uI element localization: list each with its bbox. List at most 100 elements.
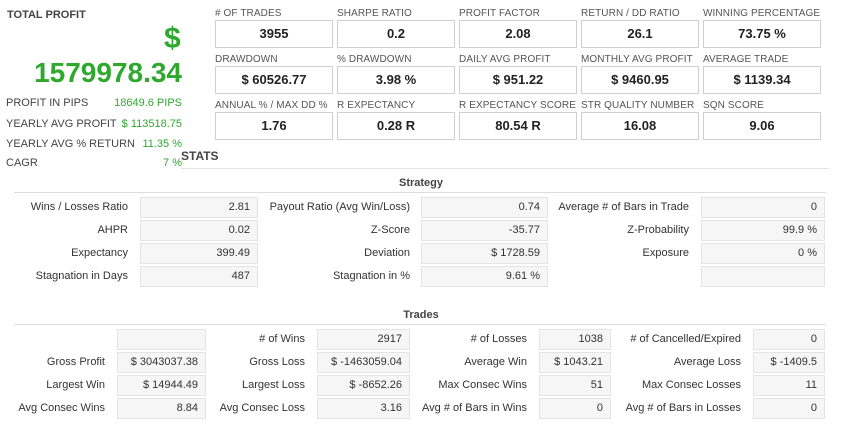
trades-label bbox=[4, 329, 105, 349]
trades-label: Largest Loss bbox=[242, 379, 305, 391]
metric-label: R EXPECTANCY SCORE bbox=[459, 100, 577, 111]
strategy-label: Stagnation in Days bbox=[35, 270, 128, 282]
profit-in-pips-row: PROFIT IN PIPS 18649.6 PIPS bbox=[6, 97, 182, 117]
strategy-label: Z-Score bbox=[370, 224, 410, 236]
metric-card-monthly-avg: MONTHLY AVG PROFIT $ 9460.95 bbox=[581, 54, 699, 98]
metric-label: PROFIT FACTOR bbox=[459, 8, 540, 19]
stats-title: STATS bbox=[181, 149, 219, 163]
trades-value: $ 3043037.38 bbox=[117, 352, 206, 373]
metric-value: 80.54 R bbox=[459, 112, 577, 140]
strategy-divider bbox=[14, 192, 826, 193]
strategy-value: -35.77 bbox=[421, 220, 548, 241]
metric-value: 3955 bbox=[215, 20, 333, 48]
summary-label: PROFIT IN PIPS bbox=[6, 97, 89, 109]
metric-value: 73.75 % bbox=[703, 20, 821, 48]
strategy-value: 0.02 bbox=[140, 220, 258, 241]
trades-divider bbox=[14, 324, 826, 325]
metric-card-str-quality: STR QUALITY NUMBER 16.08 bbox=[581, 100, 699, 144]
summary-value: $ 113518.75 bbox=[121, 118, 182, 130]
yearly-avg-return-row: YEARLY AVG % RETURN 11.35 % bbox=[6, 138, 182, 158]
strategy-value bbox=[701, 266, 825, 287]
strategy-label: Stagnation in % bbox=[332, 270, 410, 282]
total-profit-value: 1579978.34 bbox=[34, 57, 182, 88]
metric-card-drawdown: DRAWDOWN $ 60526.77 bbox=[215, 54, 333, 98]
summary-value: 7 % bbox=[163, 157, 182, 169]
summary-value: 18649.6 PIPS bbox=[114, 97, 182, 109]
trades-label: Largest Win bbox=[46, 379, 105, 391]
trades-value: 3.16 bbox=[317, 398, 410, 419]
trades-label: Avg # of Bars in Losses bbox=[625, 402, 741, 414]
metric-label: R EXPECTANCY bbox=[337, 100, 416, 111]
metric-label: WINNING PERCENTAGE bbox=[703, 8, 821, 19]
summary-label: YEARLY AVG % RETURN bbox=[6, 138, 135, 150]
trades-value: 0 bbox=[539, 398, 611, 419]
trades-value: 11 bbox=[753, 375, 825, 396]
metric-label: # OF TRADES bbox=[215, 8, 282, 19]
metric-label: DAILY AVG PROFIT bbox=[459, 54, 551, 65]
trades-value: $ -1409.5 bbox=[753, 352, 825, 373]
metric-card-annual-maxdd: ANNUAL % / MAX DD % 1.76 bbox=[215, 100, 333, 144]
trades-label: Max Consec Losses bbox=[641, 379, 741, 391]
metric-value: 1.76 bbox=[215, 112, 333, 140]
metric-card-r-expectancy-score: R EXPECTANCY SCORE 80.54 R bbox=[459, 100, 577, 144]
trades-section-title: Trades bbox=[403, 309, 439, 321]
trades-label: Gross Loss bbox=[249, 356, 305, 368]
metric-label: SQN SCORE bbox=[703, 100, 764, 111]
strategy-section-title: Strategy bbox=[398, 177, 444, 189]
total-profit-label: TOTAL PROFIT bbox=[7, 9, 86, 21]
metric-value: $ 951.22 bbox=[459, 66, 577, 94]
strategy-label: Wins / Losses Ratio bbox=[30, 201, 128, 213]
strategy-label: Average # of Bars in Trade bbox=[558, 201, 689, 213]
trades-value: 0 bbox=[753, 329, 825, 350]
metric-value: 9.06 bbox=[703, 112, 821, 140]
trades-value: $ 14944.49 bbox=[117, 375, 206, 396]
metric-value: 0.28 R bbox=[337, 112, 455, 140]
metric-value: $ 9460.95 bbox=[581, 66, 699, 94]
strategy-label: Deviation bbox=[364, 247, 410, 259]
metric-card-trades: # OF TRADES 3955 bbox=[215, 8, 333, 52]
strategy-label: Exposure bbox=[642, 247, 689, 259]
strategy-value: 99.9 % bbox=[701, 220, 825, 241]
metric-value: 26.1 bbox=[581, 20, 699, 48]
summary-value: 11.35 % bbox=[142, 138, 182, 150]
metric-value: $ 60526.77 bbox=[215, 66, 333, 94]
strategy-value: 2.81 bbox=[140, 197, 258, 218]
strategy-label: Expectancy bbox=[71, 247, 128, 259]
metric-value: 2.08 bbox=[459, 20, 577, 48]
metric-value: 16.08 bbox=[581, 112, 699, 140]
trades-value: $ -8652.26 bbox=[317, 375, 410, 396]
strategy-value: 487 bbox=[140, 266, 258, 287]
metric-label: STR QUALITY NUMBER bbox=[581, 100, 695, 111]
metric-value: 3.98 % bbox=[337, 66, 455, 94]
trades-value: 0 bbox=[753, 398, 825, 419]
summary-label: CAGR bbox=[6, 157, 38, 169]
strategy-value: $ 1728.59 bbox=[421, 243, 548, 264]
trades-label: Average Loss bbox=[673, 356, 741, 368]
trades-label: Avg Consec Wins bbox=[18, 402, 105, 414]
cagr-row: CAGR 7 % bbox=[6, 157, 182, 177]
strategy-value: 0.74 bbox=[421, 197, 548, 218]
trades-value: 1038 bbox=[539, 329, 611, 350]
metric-label: ANNUAL % / MAX DD % bbox=[215, 100, 328, 111]
metric-label: RETURN / DD RATIO bbox=[581, 8, 680, 19]
yearly-avg-profit-row: YEARLY AVG PROFIT $ 113518.75 bbox=[6, 118, 182, 138]
trades-label: # of Cancelled/Expired bbox=[630, 333, 741, 345]
strategy-label: Z-Probability bbox=[627, 224, 689, 236]
summary-label: YEARLY AVG PROFIT bbox=[6, 118, 117, 130]
metric-card-pct-drawdown: % DRAWDOWN 3.98 % bbox=[337, 54, 455, 98]
metric-card-sharpe: SHARPE RATIO 0.2 bbox=[337, 8, 455, 52]
metric-label: % DRAWDOWN bbox=[337, 54, 412, 65]
trades-label: Gross Profit bbox=[46, 356, 105, 368]
trades-label: # of Wins bbox=[259, 333, 305, 345]
metric-card-r-expectancy: R EXPECTANCY 0.28 R bbox=[337, 100, 455, 144]
stats-divider bbox=[181, 168, 829, 169]
trades-label: Average Win bbox=[464, 356, 527, 368]
metric-value: 0.2 bbox=[337, 20, 455, 48]
strategy-value: 399.49 bbox=[140, 243, 258, 264]
trades-value: $ 1043.21 bbox=[539, 352, 611, 373]
trades-label: Max Consec Wins bbox=[438, 379, 527, 391]
metric-card-daily-avg: DAILY AVG PROFIT $ 951.22 bbox=[459, 54, 577, 98]
strategy-label bbox=[548, 266, 689, 286]
metric-card-profit-factor: PROFIT FACTOR 2.08 bbox=[459, 8, 577, 52]
trades-value: 51 bbox=[539, 375, 611, 396]
